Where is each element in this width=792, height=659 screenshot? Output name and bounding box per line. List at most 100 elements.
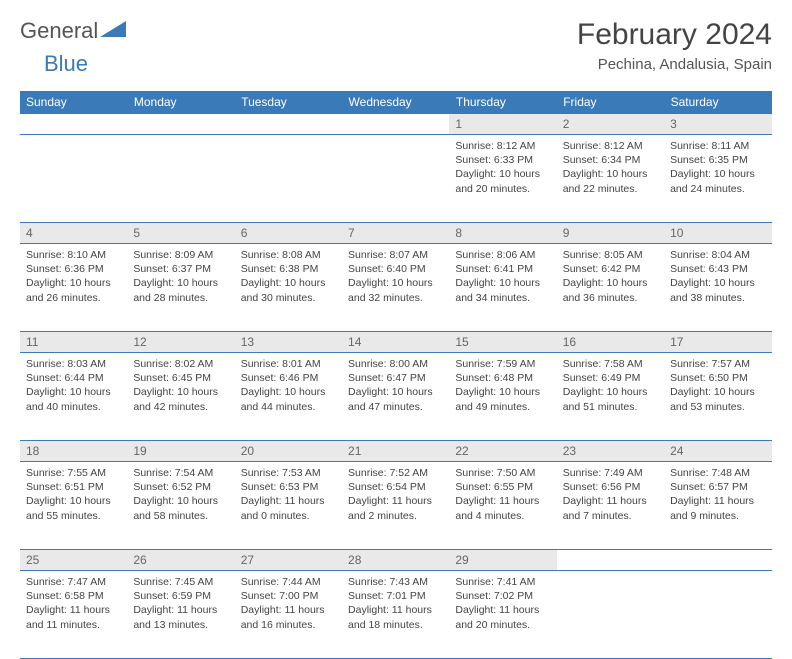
day-number: 29 <box>449 550 556 571</box>
day-number <box>557 550 664 571</box>
info-row: Sunrise: 7:55 AMSunset: 6:51 PMDaylight:… <box>20 462 772 550</box>
day-info: Sunrise: 7:47 AMSunset: 6:58 PMDaylight:… <box>20 571 127 636</box>
day-cell: Sunrise: 7:59 AMSunset: 6:48 PMDaylight:… <box>449 353 556 441</box>
dow-sun: Sunday <box>20 91 127 114</box>
day-info: Sunrise: 8:04 AMSunset: 6:43 PMDaylight:… <box>664 244 771 309</box>
brand-part2: Blue <box>44 51 88 76</box>
day-number: 11 <box>20 332 127 353</box>
day-cell <box>235 135 342 223</box>
day-info: Sunrise: 8:12 AMSunset: 6:33 PMDaylight:… <box>449 135 556 200</box>
day-cell: Sunrise: 7:44 AMSunset: 7:00 PMDaylight:… <box>235 571 342 659</box>
day-cell: Sunrise: 7:58 AMSunset: 6:49 PMDaylight:… <box>557 353 664 441</box>
day-cell: Sunrise: 8:12 AMSunset: 6:33 PMDaylight:… <box>449 135 556 223</box>
day-cell: Sunrise: 8:07 AMSunset: 6:40 PMDaylight:… <box>342 244 449 332</box>
info-row: Sunrise: 8:12 AMSunset: 6:33 PMDaylight:… <box>20 135 772 223</box>
day-number <box>235 114 342 135</box>
day-cell: Sunrise: 8:02 AMSunset: 6:45 PMDaylight:… <box>127 353 234 441</box>
day-cell: Sunrise: 8:03 AMSunset: 6:44 PMDaylight:… <box>20 353 127 441</box>
day-number: 28 <box>342 550 449 571</box>
day-number: 12 <box>127 332 234 353</box>
day-number: 21 <box>342 441 449 462</box>
day-number: 4 <box>20 223 127 244</box>
day-cell: Sunrise: 8:11 AMSunset: 6:35 PMDaylight:… <box>664 135 771 223</box>
day-info: Sunrise: 8:03 AMSunset: 6:44 PMDaylight:… <box>20 353 127 418</box>
daynum-row: 45678910 <box>20 223 772 244</box>
day-info: Sunrise: 8:08 AMSunset: 6:38 PMDaylight:… <box>235 244 342 309</box>
day-cell: Sunrise: 7:49 AMSunset: 6:56 PMDaylight:… <box>557 462 664 550</box>
month-title: February 2024 <box>577 18 772 52</box>
day-info: Sunrise: 8:05 AMSunset: 6:42 PMDaylight:… <box>557 244 664 309</box>
day-cell: Sunrise: 7:43 AMSunset: 7:01 PMDaylight:… <box>342 571 449 659</box>
day-cell: Sunrise: 8:05 AMSunset: 6:42 PMDaylight:… <box>557 244 664 332</box>
day-cell: Sunrise: 8:01 AMSunset: 6:46 PMDaylight:… <box>235 353 342 441</box>
day-cell <box>127 135 234 223</box>
info-row: Sunrise: 8:10 AMSunset: 6:36 PMDaylight:… <box>20 244 772 332</box>
day-number: 9 <box>557 223 664 244</box>
day-number <box>20 114 127 135</box>
day-info: Sunrise: 7:58 AMSunset: 6:49 PMDaylight:… <box>557 353 664 418</box>
day-info: Sunrise: 7:52 AMSunset: 6:54 PMDaylight:… <box>342 462 449 527</box>
day-number: 26 <box>127 550 234 571</box>
day-info: Sunrise: 8:09 AMSunset: 6:37 PMDaylight:… <box>127 244 234 309</box>
day-info: Sunrise: 7:44 AMSunset: 7:00 PMDaylight:… <box>235 571 342 636</box>
day-cell: Sunrise: 8:08 AMSunset: 6:38 PMDaylight:… <box>235 244 342 332</box>
day-number: 22 <box>449 441 556 462</box>
day-number: 3 <box>664 114 771 135</box>
day-number: 15 <box>449 332 556 353</box>
day-info: Sunrise: 8:10 AMSunset: 6:36 PMDaylight:… <box>20 244 127 309</box>
day-cell: Sunrise: 7:57 AMSunset: 6:50 PMDaylight:… <box>664 353 771 441</box>
dow-tue: Tuesday <box>235 91 342 114</box>
day-cell: Sunrise: 8:09 AMSunset: 6:37 PMDaylight:… <box>127 244 234 332</box>
day-cell <box>342 135 449 223</box>
day-info: Sunrise: 8:06 AMSunset: 6:41 PMDaylight:… <box>449 244 556 309</box>
day-info: Sunrise: 7:57 AMSunset: 6:50 PMDaylight:… <box>664 353 771 418</box>
day-number: 20 <box>235 441 342 462</box>
day-info: Sunrise: 7:59 AMSunset: 6:48 PMDaylight:… <box>449 353 556 418</box>
day-info: Sunrise: 8:01 AMSunset: 6:46 PMDaylight:… <box>235 353 342 418</box>
brand-part1: General <box>20 18 98 44</box>
day-cell: Sunrise: 7:47 AMSunset: 6:58 PMDaylight:… <box>20 571 127 659</box>
day-number: 27 <box>235 550 342 571</box>
info-row: Sunrise: 8:03 AMSunset: 6:44 PMDaylight:… <box>20 353 772 441</box>
day-info: Sunrise: 7:50 AMSunset: 6:55 PMDaylight:… <box>449 462 556 527</box>
day-cell <box>20 135 127 223</box>
day-cell: Sunrise: 7:53 AMSunset: 6:53 PMDaylight:… <box>235 462 342 550</box>
day-info: Sunrise: 8:07 AMSunset: 6:40 PMDaylight:… <box>342 244 449 309</box>
daynum-row: 123 <box>20 114 772 135</box>
dow-mon: Monday <box>127 91 234 114</box>
day-cell: Sunrise: 7:48 AMSunset: 6:57 PMDaylight:… <box>664 462 771 550</box>
daynum-row: 11121314151617 <box>20 332 772 353</box>
day-number <box>127 114 234 135</box>
daynum-row: 18192021222324 <box>20 441 772 462</box>
day-number: 24 <box>664 441 771 462</box>
day-cell: Sunrise: 8:12 AMSunset: 6:34 PMDaylight:… <box>557 135 664 223</box>
day-cell: Sunrise: 8:10 AMSunset: 6:36 PMDaylight:… <box>20 244 127 332</box>
brand-logo: General <box>20 18 128 44</box>
location-text: Pechina, Andalusia, Spain <box>577 56 772 73</box>
day-info: Sunrise: 7:49 AMSunset: 6:56 PMDaylight:… <box>557 462 664 527</box>
day-number: 6 <box>235 223 342 244</box>
day-info: Sunrise: 8:12 AMSunset: 6:34 PMDaylight:… <box>557 135 664 200</box>
day-number: 7 <box>342 223 449 244</box>
title-block: February 2024 Pechina, Andalusia, Spain <box>577 18 772 73</box>
day-info: Sunrise: 7:48 AMSunset: 6:57 PMDaylight:… <box>664 462 771 527</box>
day-cell: Sunrise: 7:55 AMSunset: 6:51 PMDaylight:… <box>20 462 127 550</box>
info-row: Sunrise: 7:47 AMSunset: 6:58 PMDaylight:… <box>20 571 772 659</box>
day-info: Sunrise: 7:54 AMSunset: 6:52 PMDaylight:… <box>127 462 234 527</box>
day-cell: Sunrise: 7:54 AMSunset: 6:52 PMDaylight:… <box>127 462 234 550</box>
day-cell: Sunrise: 8:06 AMSunset: 6:41 PMDaylight:… <box>449 244 556 332</box>
day-info: Sunrise: 8:11 AMSunset: 6:35 PMDaylight:… <box>664 135 771 200</box>
day-number: 10 <box>664 223 771 244</box>
day-number: 18 <box>20 441 127 462</box>
day-number: 14 <box>342 332 449 353</box>
day-info: Sunrise: 7:55 AMSunset: 6:51 PMDaylight:… <box>20 462 127 527</box>
day-number: 2 <box>557 114 664 135</box>
day-info: Sunrise: 7:41 AMSunset: 7:02 PMDaylight:… <box>449 571 556 636</box>
day-cell: Sunrise: 7:52 AMSunset: 6:54 PMDaylight:… <box>342 462 449 550</box>
day-cell: Sunrise: 8:04 AMSunset: 6:43 PMDaylight:… <box>664 244 771 332</box>
day-number: 25 <box>20 550 127 571</box>
day-number: 23 <box>557 441 664 462</box>
day-info: Sunrise: 8:02 AMSunset: 6:45 PMDaylight:… <box>127 353 234 418</box>
dow-thu: Thursday <box>449 91 556 114</box>
day-info: Sunrise: 7:43 AMSunset: 7:01 PMDaylight:… <box>342 571 449 636</box>
